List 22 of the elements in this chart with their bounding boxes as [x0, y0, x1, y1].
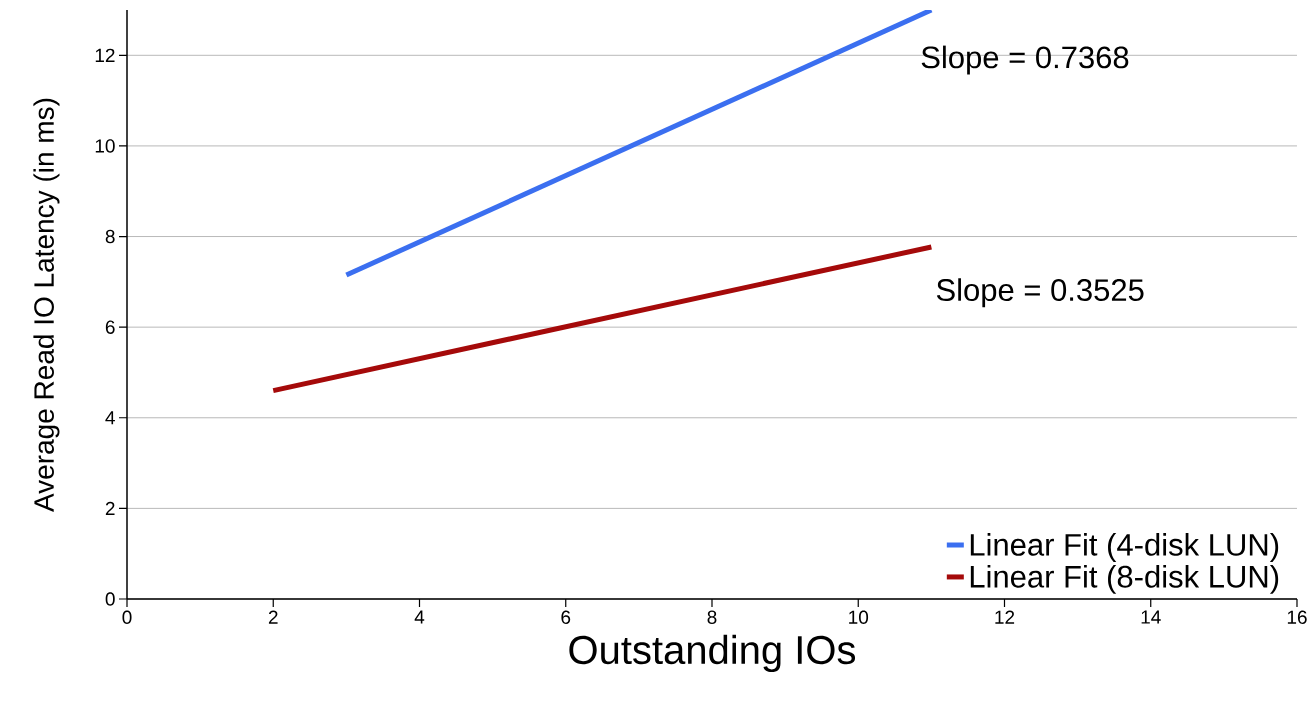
annotation: Slope = 0.3525: [936, 278, 1144, 308]
x-tick-label: 0: [122, 610, 132, 624]
annotation: Slope = 0.7368: [921, 45, 1129, 75]
y-tick-label: 12: [95, 48, 115, 62]
x-tick-label: 2: [268, 610, 278, 624]
legend-label: Linear Fit (8-disk LUN): [970, 564, 1279, 594]
y-tick-label: 6: [105, 320, 115, 334]
legend-label: Linear Fit (4-disk LUN): [970, 533, 1279, 562]
x-tick-label: 16: [1287, 610, 1307, 624]
x-tick-label: 14: [1141, 610, 1161, 624]
x-tick-label: 10: [849, 610, 869, 624]
x-axis-title: Outstanding IOs: [569, 634, 856, 673]
y-tick-label: 4: [105, 411, 115, 425]
x-tick-label: 12: [995, 610, 1015, 624]
y-axis-title: Average Read IO Latency (in ms): [33, 98, 60, 512]
y-tick-label: 0: [105, 592, 115, 606]
x-tick-label: 6: [561, 610, 571, 624]
x-tick-label: 8: [707, 610, 717, 624]
x-tick-label: 4: [414, 610, 425, 624]
y-tick-label: 10: [95, 139, 115, 153]
y-tick-label: 2: [105, 501, 115, 516]
y-tick-label: 8: [105, 229, 115, 244]
